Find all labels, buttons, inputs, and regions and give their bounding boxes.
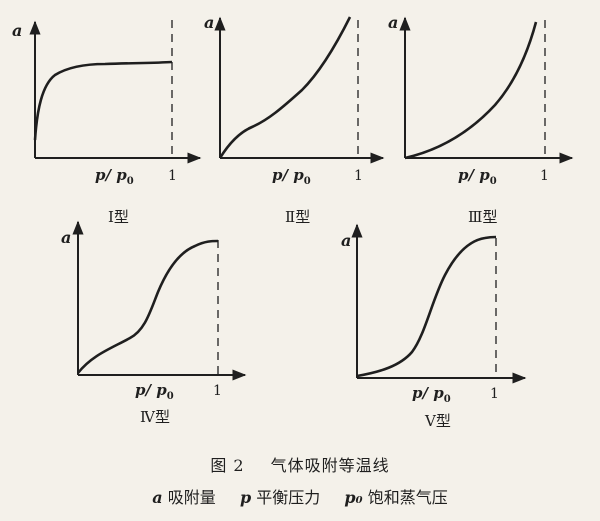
y-axis-label: a: [388, 13, 398, 32]
x-axis-label-main: p/ p: [458, 166, 490, 184]
x-axis-label: p/ p0: [412, 384, 451, 405]
x-tick-label: 1: [354, 168, 363, 184]
isotherm-curve: [356, 235, 497, 378]
x-axis-label-main: p/ p: [412, 384, 444, 402]
y-axis-label: a: [204, 13, 214, 32]
x-axis-label: p/ p0: [272, 166, 311, 187]
x-axis-label-main: p/ p: [272, 166, 304, 184]
x-axis-label-sub: 0: [167, 391, 174, 402]
x-tick-label: 1: [168, 168, 177, 184]
legend-meaning-adsorption: 吸附量: [167, 488, 216, 507]
x-axis-label-sub: 0: [490, 176, 497, 187]
panel-caption: Ⅰ型: [108, 208, 129, 226]
isotherm-curve: [404, 21, 538, 160]
figure-number: 图 2: [210, 456, 245, 475]
legend-symbol-adsorption: a: [152, 488, 163, 507]
figure-caption: 图 2 气体吸附等温线: [0, 452, 600, 476]
legend-symbol-pressure: p: [239, 488, 252, 507]
panel-caption: Ⅱ型: [285, 208, 310, 226]
x-axis-label-sub: 0: [444, 394, 451, 405]
panel-caption: Ⅴ型: [424, 412, 451, 430]
y-axis-label: a: [341, 231, 351, 250]
panel-caption: Ⅲ型: [468, 208, 497, 226]
panel-type-5: a p/ p0 1 Ⅴ型: [341, 223, 527, 430]
x-axis-label-main: p/ p: [95, 166, 127, 184]
panel-type-3: a p/ p0 1 Ⅲ型: [388, 13, 574, 226]
legend-symbol-saturation: p₀: [344, 488, 363, 507]
isotherm-curve: [76, 239, 219, 374]
y-axis-label: a: [12, 21, 22, 40]
panel-caption: Ⅳ型: [140, 408, 170, 426]
figure-legend: a 吸附量 p 平衡压力 p₀ 饱和蒸气压: [0, 484, 600, 508]
x-axis-label: p/ p0: [95, 166, 134, 187]
figure-title: 气体吸附等温线: [270, 456, 390, 475]
x-tick-label: 1: [490, 386, 499, 402]
x-axis-label: p/ p0: [135, 381, 174, 402]
x-tick-label: 1: [213, 383, 222, 399]
x-axis-label-sub: 0: [127, 176, 134, 187]
x-axis-label: p/ p0: [458, 166, 497, 187]
x-axis-label-main: p/ p: [135, 381, 167, 399]
panel-type-2: a p/ p0 1 Ⅱ型: [204, 13, 385, 226]
legend-meaning-pressure: 平衡压力: [256, 488, 321, 507]
x-axis-label-sub: 0: [304, 176, 311, 187]
isotherm-curve: [33, 60, 173, 141]
panel-type-4: a p/ p0 1 Ⅳ型: [61, 220, 247, 426]
legend-meaning-saturation: 饱和蒸气压: [367, 488, 448, 507]
isotherm-curve: [218, 16, 352, 159]
panel-type-1: a p/ p0 1 Ⅰ型: [12, 20, 202, 226]
x-tick-label: 1: [540, 168, 549, 184]
y-axis-label: a: [61, 228, 71, 247]
